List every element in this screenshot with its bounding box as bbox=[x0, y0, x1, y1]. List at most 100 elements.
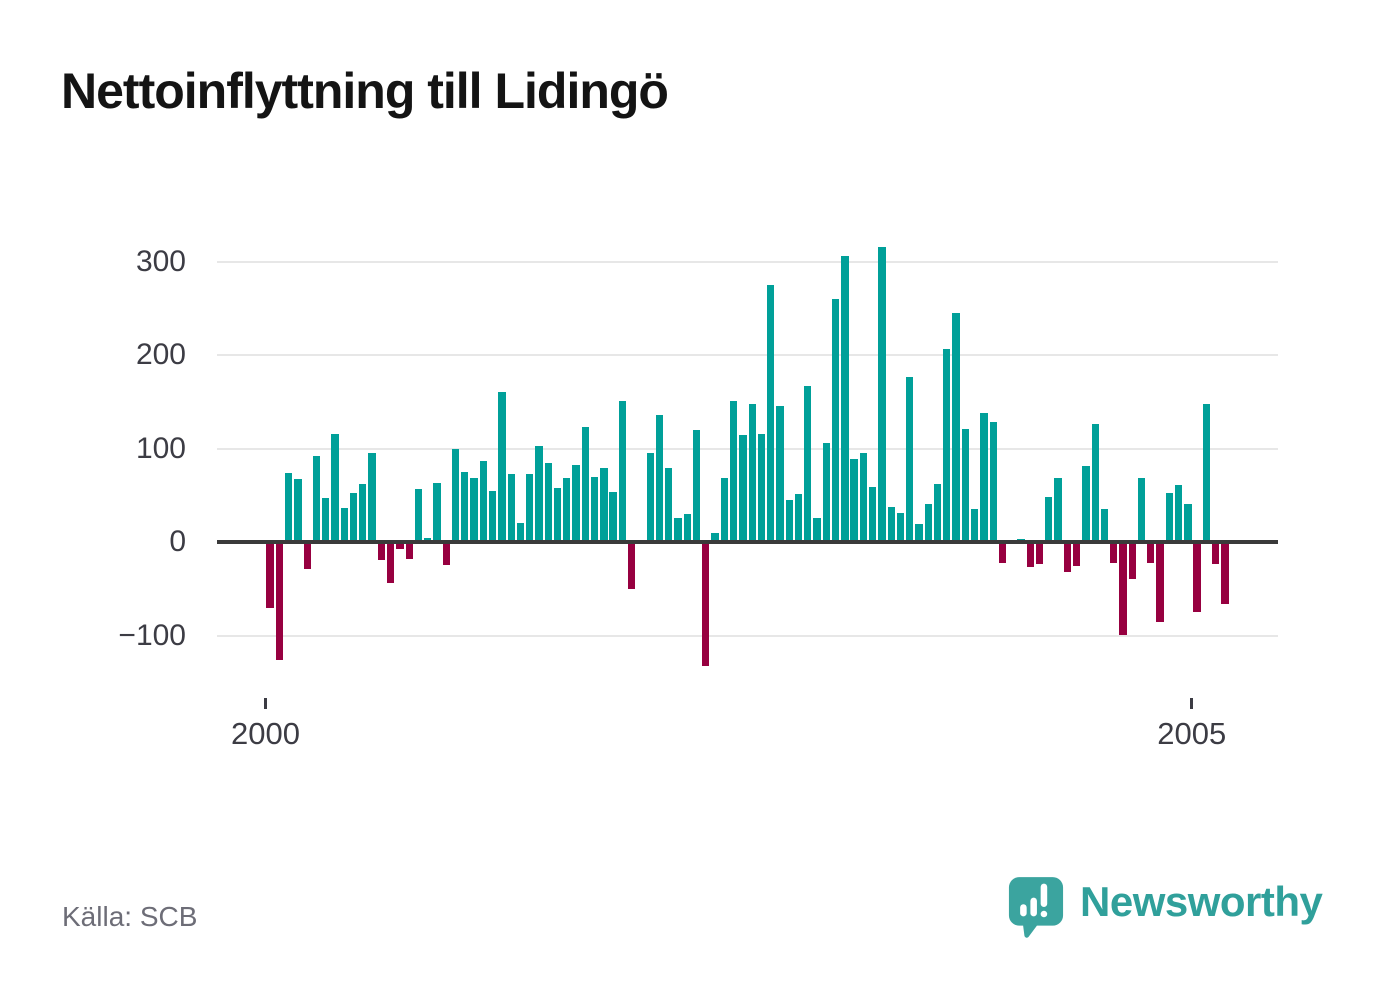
bar bbox=[359, 484, 367, 542]
bar bbox=[470, 478, 478, 542]
zero-axis-line bbox=[217, 540, 1278, 544]
bar bbox=[961, 428, 970, 542]
bar bbox=[349, 493, 358, 542]
bar bbox=[628, 542, 636, 589]
bar bbox=[572, 465, 580, 542]
bar bbox=[655, 414, 664, 542]
bar bbox=[266, 542, 274, 609]
y-tick-label: 100 bbox=[135, 431, 186, 465]
gridline-100 bbox=[217, 447, 1278, 450]
bar bbox=[998, 542, 1007, 563]
bar bbox=[433, 483, 441, 542]
bar bbox=[989, 422, 997, 542]
bar bbox=[609, 492, 617, 542]
y-tick-label: 300 bbox=[135, 244, 186, 278]
x-tick-mark bbox=[1190, 698, 1194, 709]
bar bbox=[859, 453, 868, 542]
bar bbox=[1165, 493, 1173, 542]
bar bbox=[869, 486, 877, 542]
bar bbox=[275, 542, 284, 660]
bar bbox=[322, 498, 330, 542]
bar bbox=[1174, 485, 1183, 542]
bar bbox=[683, 514, 691, 543]
bar bbox=[1202, 403, 1211, 542]
bar bbox=[757, 433, 766, 542]
bar bbox=[563, 477, 571, 542]
bar bbox=[600, 468, 608, 542]
bar bbox=[507, 473, 515, 542]
bar bbox=[933, 484, 942, 542]
bar bbox=[702, 542, 710, 667]
bar bbox=[739, 434, 747, 542]
bar bbox=[340, 508, 348, 542]
bar bbox=[665, 468, 673, 542]
bar bbox=[479, 460, 487, 542]
bar bbox=[767, 284, 775, 542]
bar bbox=[488, 490, 497, 542]
y-tick-label: 0 bbox=[169, 525, 186, 558]
bar bbox=[1137, 477, 1146, 542]
source-label: Källa: SCB bbox=[62, 901, 198, 932]
bar bbox=[1054, 478, 1062, 542]
bar bbox=[294, 479, 302, 542]
bar bbox=[794, 494, 803, 542]
gridline-200 bbox=[217, 354, 1278, 356]
bar bbox=[442, 542, 450, 566]
bar bbox=[553, 487, 562, 542]
bar bbox=[971, 509, 979, 542]
bar bbox=[1026, 542, 1034, 568]
bar bbox=[498, 391, 506, 542]
bar bbox=[1221, 542, 1229, 604]
y-tick-label: −100 bbox=[118, 618, 186, 652]
bar bbox=[451, 449, 460, 542]
bar bbox=[813, 517, 821, 542]
bar bbox=[980, 413, 988, 542]
bar bbox=[526, 473, 534, 542]
newsworthy-logo-icon bbox=[1008, 877, 1064, 938]
bar bbox=[887, 506, 895, 542]
bar bbox=[516, 523, 525, 542]
bar bbox=[1184, 503, 1192, 542]
bar bbox=[776, 405, 784, 542]
x-tick-label: 2005 bbox=[1157, 716, 1227, 751]
bar bbox=[1100, 509, 1109, 542]
bar bbox=[405, 542, 413, 559]
bar bbox=[906, 376, 914, 542]
bar bbox=[785, 499, 793, 542]
bar bbox=[1128, 542, 1136, 579]
bar bbox=[850, 458, 858, 542]
bar bbox=[618, 400, 627, 542]
bar bbox=[414, 488, 423, 542]
bar bbox=[1147, 542, 1155, 563]
bar bbox=[377, 542, 386, 560]
bar bbox=[461, 471, 469, 542]
bar bbox=[1110, 542, 1118, 563]
bar bbox=[841, 255, 849, 542]
bar bbox=[822, 442, 830, 542]
bar bbox=[896, 513, 905, 542]
bar bbox=[544, 462, 552, 542]
x-tick-label: 2000 bbox=[231, 716, 300, 751]
bar bbox=[1045, 497, 1053, 542]
bar bbox=[303, 542, 311, 570]
bar bbox=[386, 542, 395, 584]
bar bbox=[1072, 542, 1081, 567]
bar bbox=[943, 348, 951, 542]
y-tick-label: 200 bbox=[135, 338, 186, 371]
bar bbox=[646, 453, 654, 542]
bar bbox=[1193, 542, 1201, 613]
newsworthy-wordmark: Newsworthy bbox=[1080, 878, 1323, 925]
bar bbox=[581, 427, 589, 542]
bar bbox=[1212, 542, 1220, 565]
bar bbox=[396, 542, 404, 549]
bar bbox=[1063, 542, 1072, 572]
chart-title: Nettoinflyttning till Lidingö bbox=[61, 63, 669, 119]
bar bbox=[831, 298, 840, 542]
bar bbox=[711, 532, 719, 542]
bar bbox=[1035, 542, 1044, 564]
bar bbox=[748, 403, 756, 542]
bar bbox=[1082, 466, 1090, 542]
gridline--100 bbox=[217, 634, 1278, 637]
bar bbox=[804, 385, 812, 542]
